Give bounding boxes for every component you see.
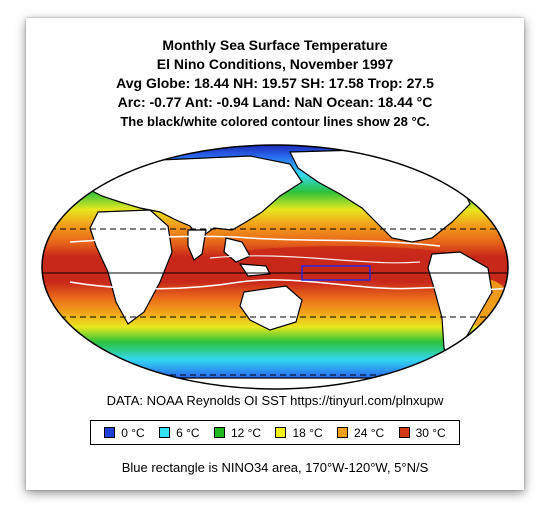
nino-note: Blue rectangle is NINO34 area, 170°W-120… [121,460,429,475]
legend-swatch [159,427,171,438]
legend-swatch [275,427,287,438]
legend-item: 18 °C [275,425,323,440]
title-line-2: El Nino Conditions, November 1997 [156,56,394,72]
sst-map [41,144,509,390]
legend-swatch [104,427,116,438]
data-source: DATA: NOAA Reynolds OI SST https://tinyu… [106,393,444,408]
title-line-3: Avg Globe: 18.44 NH: 19.57 SH: 17.58 Tro… [116,75,434,91]
legend-item: 30 °C [398,425,446,440]
title-line-4: Arc: -0.77 Ant: -0.94 Land: NaN Ocean: 1… [117,94,433,110]
color-legend: 0 °C 6 °C 12 °C 18 °C 24 °C 30 °C [90,420,460,445]
legend-swatch [337,427,349,438]
legend-item: 6 °C [159,425,200,440]
contour-28c-south [69,279,508,291]
legend-swatch [398,427,410,438]
globe-outline [41,144,509,390]
legend-label: 0 °C [121,425,145,440]
contour-28c-inner [209,255,421,264]
legend-item: 0 °C [104,425,145,440]
legend-label: 12 °C [230,425,262,440]
title-line-5: The black/white colored contour lines sh… [120,114,430,129]
legend-item: 12 °C [213,425,262,440]
legend-item: 24 °C [337,426,384,440]
figure-title: Monthly Sea Surface Temperature El Nino … [26,36,524,131]
legend-label: 24 °C [354,425,385,440]
figure-card: Monthly Sea Surface Temperature El Nino … [26,18,524,490]
nino34-box [301,265,371,281]
legend-label: 6 °C [176,425,200,440]
contour-28c-north [69,235,441,247]
legend-label: 30 °C [415,425,446,440]
title-line-1: Monthly Sea Surface Temperature [162,37,388,53]
legend-label: 18 °C [292,425,323,440]
legend-swatch [213,427,225,438]
